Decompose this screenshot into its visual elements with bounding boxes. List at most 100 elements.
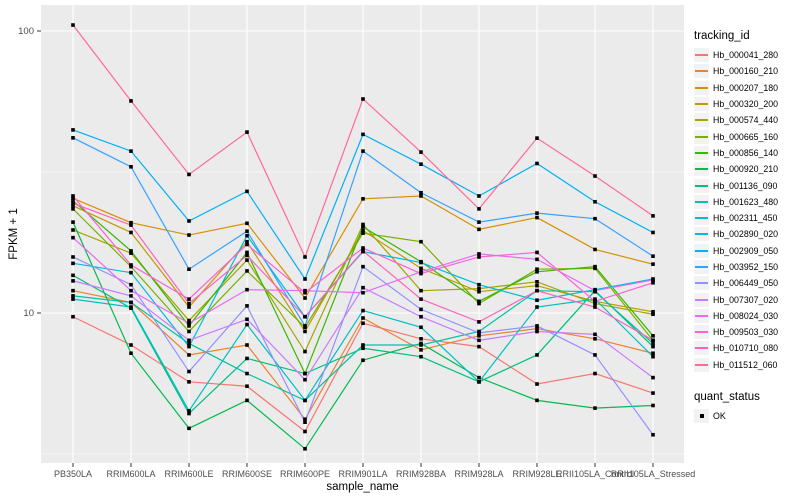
data-point — [245, 371, 249, 376]
legend-item-quant-OK: OK — [694, 408, 798, 424]
data-point — [361, 132, 365, 137]
legend-key-line-icon — [694, 48, 709, 63]
legend-item-Hb_002890_020: Hb_002890_020 — [694, 226, 798, 242]
legend-item-Hb_010710_080: Hb_010710_080 — [694, 340, 798, 356]
x-tick-label: RRIM600LE — [164, 469, 213, 479]
data-point — [303, 371, 307, 376]
data-point — [651, 312, 655, 317]
data-point — [129, 164, 133, 169]
data-point — [361, 316, 365, 320]
legend-item-label: Hb_002311_450 — [713, 213, 778, 224]
legend-key-square-icon — [694, 409, 709, 424]
x-tick-label: RRIM928LE — [512, 469, 561, 479]
data-point — [245, 398, 249, 403]
data-point — [593, 216, 597, 221]
data-point — [651, 351, 655, 356]
legend-item-label: Hb_002909_050 — [713, 245, 779, 256]
data-point — [303, 314, 307, 319]
data-point — [651, 230, 655, 235]
data-point — [361, 285, 365, 290]
data-point — [245, 258, 249, 262]
data-point — [419, 266, 423, 271]
data-point — [477, 331, 481, 335]
data-point — [651, 262, 655, 266]
data-point — [71, 288, 75, 293]
data-point — [361, 321, 365, 326]
data-point — [129, 305, 133, 309]
data-point — [303, 288, 307, 293]
data-point — [651, 254, 655, 259]
x-tick-label: RRII105LA_Control — [556, 469, 634, 479]
data-point — [535, 283, 539, 288]
data-point — [419, 162, 423, 167]
data-point — [535, 298, 539, 303]
legend-item-label: Hb_000665_160 — [713, 131, 779, 142]
legend-item-label: Hb_000574_440 — [713, 115, 779, 126]
data-point — [651, 338, 655, 343]
data-point — [651, 280, 655, 285]
data-point — [419, 314, 423, 319]
legend-key-line-icon — [694, 357, 709, 372]
legend-key-line-icon — [694, 260, 709, 274]
data-point — [477, 255, 481, 259]
y-axis-title: FPKM + 1 — [8, 208, 20, 260]
legend-item-label: Hb_000041_280 — [713, 50, 779, 61]
data-point — [303, 277, 307, 281]
data-point — [593, 297, 597, 301]
legend-item-Hb_011512_060: Hb_011512_060 — [694, 357, 798, 373]
data-point — [129, 263, 133, 267]
data-point — [187, 301, 191, 306]
legend-item-label: Hb_000207_180 — [713, 82, 779, 93]
data-point — [129, 270, 133, 275]
legend-item-Hb_000856_140: Hb_000856_140 — [694, 145, 798, 161]
legend-item-Hb_000574_440: Hb_000574_440 — [694, 112, 798, 128]
data-point — [71, 23, 75, 27]
data-point — [361, 228, 365, 233]
legend-key-line-icon — [694, 325, 709, 340]
data-point — [361, 97, 365, 101]
data-point — [245, 317, 249, 322]
x-tick-label: RRIM928BA — [396, 469, 446, 479]
data-point — [419, 260, 423, 265]
data-point — [361, 149, 365, 153]
data-point — [245, 130, 249, 134]
data-point — [71, 136, 75, 140]
data-point — [71, 228, 75, 232]
legend-item-Hb_000160_210: Hb_000160_210 — [694, 63, 798, 79]
x-tick-label: RRIM600SE — [222, 469, 272, 479]
legend-item-Hb_000320_200: Hb_000320_200 — [694, 96, 798, 112]
legend-item-label: Hb_009503_030 — [713, 327, 779, 338]
data-point — [245, 356, 249, 361]
legend-item-label: Hb_001623_480 — [713, 196, 779, 207]
data-point — [71, 207, 75, 211]
data-point — [361, 264, 365, 269]
legend-item-Hb_000041_280: Hb_000041_280 — [694, 47, 798, 63]
data-point — [303, 377, 307, 382]
legend-item-Hb_000207_180: Hb_000207_180 — [694, 80, 798, 96]
y-tick-label: 100 — [18, 26, 34, 37]
data-point — [535, 288, 539, 293]
data-point — [303, 398, 307, 403]
quant-status-legend-items: OK — [694, 408, 798, 424]
data-point — [419, 325, 423, 330]
data-point — [303, 324, 307, 328]
data-point — [535, 269, 539, 274]
legend-key-line-icon — [694, 194, 709, 209]
legend-item-Hb_009503_030: Hb_009503_030 — [694, 324, 798, 340]
data-point — [419, 271, 423, 276]
data-point — [535, 250, 539, 255]
data-point — [419, 239, 423, 244]
legend-key-line-icon — [694, 80, 709, 95]
data-point — [303, 349, 307, 354]
legend-key-line-icon — [694, 308, 709, 323]
legend-item-Hb_000665_160: Hb_000665_160 — [694, 128, 798, 144]
data-point — [535, 136, 539, 140]
data-point — [535, 161, 539, 166]
data-point — [129, 294, 133, 298]
data-point — [187, 321, 191, 326]
data-point — [245, 233, 249, 238]
data-point — [129, 223, 133, 227]
data-point — [535, 382, 539, 386]
